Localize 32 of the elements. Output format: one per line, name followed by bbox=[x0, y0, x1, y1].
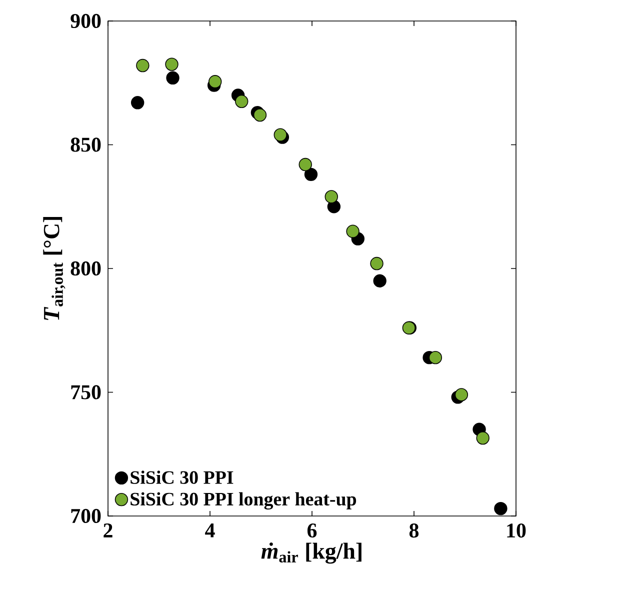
point bbox=[208, 75, 222, 88]
point bbox=[476, 431, 490, 445]
point bbox=[454, 388, 468, 402]
x-tick-label: 4 bbox=[205, 524, 215, 538]
y-tick-label: 700 bbox=[71, 508, 101, 524]
point bbox=[304, 168, 318, 182]
y-axis-title: T$_{air,out}$ [°C] bbox=[43, 217, 66, 320]
point bbox=[428, 350, 442, 364]
x-tick-label: 2 bbox=[104, 524, 112, 538]
point bbox=[346, 224, 360, 238]
x-tick-label: 6 bbox=[307, 524, 317, 538]
x-tick-label: 8 bbox=[409, 524, 419, 538]
point bbox=[298, 158, 312, 172]
x-axis-title: ṁ$_{air}$ [kg/h] bbox=[261, 542, 362, 564]
point bbox=[166, 71, 180, 85]
y-tick-label: 800 bbox=[70, 261, 101, 276]
point bbox=[130, 96, 144, 110]
point bbox=[373, 274, 386, 288]
point bbox=[324, 190, 338, 204]
legend-label: SiSiC 30 PPI longer heat-up bbox=[130, 492, 356, 510]
point bbox=[253, 108, 267, 122]
point bbox=[235, 94, 248, 108]
legend-label: SiSiC 30 PPI bbox=[130, 470, 234, 484]
x-tick-label: 10 bbox=[507, 524, 526, 538]
point bbox=[165, 58, 178, 71]
point bbox=[370, 256, 384, 270]
y-tick-label: 900 bbox=[70, 14, 101, 28]
y-tick-label: 750 bbox=[71, 385, 101, 400]
point bbox=[274, 128, 287, 142]
point bbox=[136, 58, 150, 72]
point bbox=[494, 502, 508, 516]
y-tick-label: 850 bbox=[70, 138, 101, 152]
